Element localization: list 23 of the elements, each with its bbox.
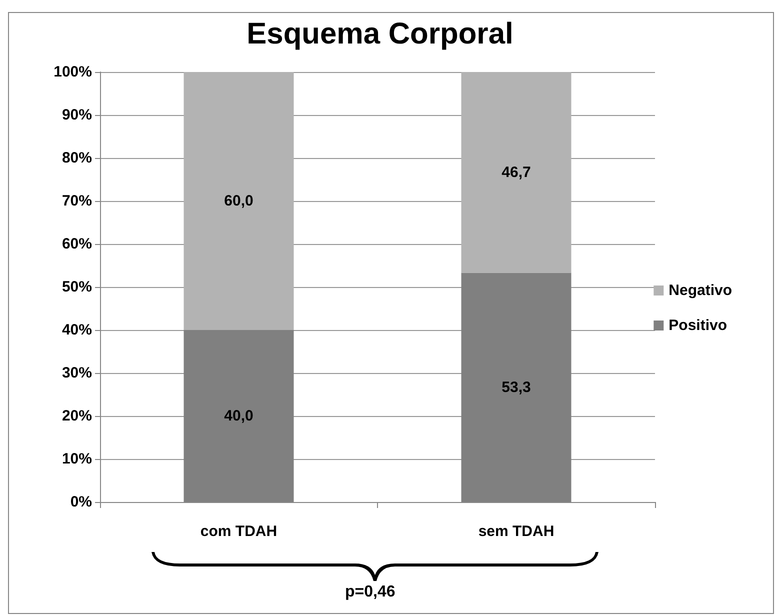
y-tick-label: 0% bbox=[70, 494, 92, 510]
y-tick-label: 30% bbox=[62, 364, 92, 382]
bar bbox=[184, 72, 294, 330]
y-tick-label: 100% bbox=[54, 64, 92, 80]
text: p=0,46 bbox=[345, 584, 396, 600]
data-label: 40,0 bbox=[224, 408, 254, 424]
y-tick-label: 60% bbox=[62, 236, 92, 252]
y-tick-label: 50% bbox=[62, 278, 92, 296]
x-tick-label: sem TDAH bbox=[478, 523, 554, 540]
y-tick-label: 80% bbox=[62, 150, 92, 166]
legend-label: Negativo bbox=[668, 282, 732, 299]
data-label: 46,7 bbox=[502, 164, 531, 181]
y-tick-label: 20% bbox=[62, 408, 92, 424]
y-tick-label: 70% bbox=[62, 192, 92, 210]
chart-title: Esquema Corporal bbox=[246, 18, 514, 50]
y-tick-label: 40% bbox=[62, 322, 92, 338]
y-tick-label: 10% bbox=[62, 450, 92, 468]
bar bbox=[461, 72, 572, 273]
y-tick-label: 90% bbox=[62, 106, 92, 124]
x-tick-label: com TDAH bbox=[200, 523, 278, 540]
legend-label: Positivo bbox=[668, 317, 728, 334]
data-label: 53,3 bbox=[502, 378, 531, 396]
data-label: 60,0 bbox=[224, 192, 254, 210]
